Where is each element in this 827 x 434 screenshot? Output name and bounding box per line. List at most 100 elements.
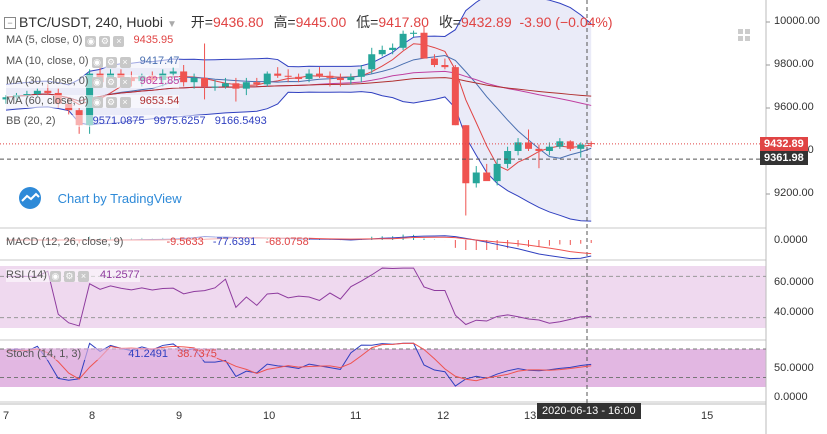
eye-icon[interactable]: ◉ [91,97,103,108]
eye-icon[interactable]: ◉ [91,77,103,88]
macd-axis-tick: 0.0000 [774,234,808,246]
collapse-icon[interactable]: − [4,17,16,29]
ma10-label: MA (10, close, 0) [6,55,89,67]
maximize-icon[interactable] [737,28,751,42]
candle-body [211,86,219,88]
x-tick: 9 [176,410,183,422]
price-tick: 9200.00 [774,187,814,199]
macd-hist-value: -9.5633 [166,236,204,248]
crosshair-price-tag: 9361.98 [760,151,808,165]
crosshair-time-tag: 2020-06-13 - 16:00 [537,403,641,419]
candle-body [263,73,271,85]
ma30-label: MA (30, close, 0) [6,75,89,87]
candle-body [33,90,41,95]
close-icon[interactable]: × [119,57,131,68]
candle-body [441,65,449,68]
candle-body [514,142,522,151]
candle-body [535,148,543,151]
low-value: 9417.80 [378,14,429,30]
x-tick: 8 [89,410,96,422]
settings-icon[interactable]: ⚙ [63,271,75,282]
candle-body [451,67,459,126]
rsi-legend[interactable]: RSI (14) ◉ ⚙ × 41.2577 [6,269,140,282]
bb-legend[interactable]: BB (20, 2) 9571.0875 9975.6257 9166.5493 [6,115,267,127]
price-tick: 9600.00 [774,101,814,113]
settings-icon[interactable]: ⚙ [105,97,117,108]
symbol-title[interactable]: BTC/USDT, 240, Huobi [19,14,163,30]
bb-basis-value: 9571.0875 [92,115,145,127]
tradingview-cloud-icon [14,186,46,210]
eye-icon[interactable]: ◉ [85,36,97,47]
close-icon[interactable]: × [113,36,125,47]
candle-body [577,144,585,149]
high-value: 9445.00 [295,14,347,30]
close-label: 收= [438,14,461,30]
ma5-legend[interactable]: MA (5, close, 0) ◉ ⚙ × 9435.95 [6,34,174,47]
rsi-axis-tick: 40.0000 [774,306,814,318]
candle-body [399,33,407,48]
candle-body [169,71,177,74]
stoch-axis-tick: 50.0000 [774,362,814,374]
candle-body [504,151,512,164]
close-icon[interactable]: × [119,77,131,88]
x-tick: 13 [524,410,537,422]
candle-body [462,125,470,184]
watermark-text: Chart by TradingView [57,191,182,206]
eye-icon[interactable]: ◉ [49,271,61,282]
candle-body [483,172,491,182]
candle-body [305,73,313,79]
stoch-label: Stoch (14, 1, 3) [6,348,82,360]
candle-body [201,77,209,87]
stoch-k-value: 41.2491 [128,348,169,360]
candle-body [410,32,418,34]
candle-body [23,94,31,96]
candle-body [190,77,198,83]
candle-body [295,76,303,79]
eye-icon[interactable]: ◉ [91,57,103,68]
settings-icon[interactable]: ⚙ [105,57,117,68]
stoch-legend[interactable]: Stoch (14, 1, 3) 41.2491 38.7375 [6,348,217,360]
ma60-value: 9653.54 [139,95,180,107]
stoch-axis-tick: 0.0000 [774,391,808,403]
low-label: 低= [356,14,379,30]
high-label: 高= [273,14,296,30]
ma60-legend[interactable]: MA (60, close, 0) ◉ ⚙ × 9653.54 [6,95,180,108]
candle-body [232,83,240,89]
candle-body [493,163,501,182]
ma10-value: 9417.47 [139,55,180,67]
candle-body [253,82,261,85]
settings-icon[interactable]: ⚙ [105,77,117,88]
ma10-legend[interactable]: MA (10, close, 0) ◉ ⚙ × 9417.47 [6,55,180,68]
candle-body [545,146,553,151]
ma30-legend[interactable]: MA (30, close, 0) ◉ ⚙ × 9621.85 [6,75,180,88]
settings-icon[interactable]: ⚙ [99,36,111,47]
chart-header: − BTC/USDT, 240, Huobi ▼ 开=9436.80 高=9445.… [4,12,613,32]
x-tick: 7 [3,410,10,422]
candle-body [347,76,355,81]
close-icon[interactable]: × [119,97,131,108]
candle-body [316,73,323,76]
macd-line-value: -77.6391 [212,236,257,248]
candle-body [336,77,344,81]
tradingview-watermark[interactable]: Chart by TradingView [14,186,182,210]
candle-body [368,54,376,70]
candle-body [566,141,574,149]
open-value: 9436.80 [212,14,264,30]
x-tick: 11 [350,410,362,422]
candle-body [180,71,188,83]
candle-body [274,73,282,76]
close-icon[interactable]: × [77,271,89,282]
symbol-dropdown-icon[interactable]: ▼ [166,19,177,30]
candle-body [472,172,480,184]
macd-legend[interactable]: MACD (12, 26, close, 9) -9.5633 -77.6391… [6,236,309,248]
x-tick: 10 [263,410,276,422]
price-tick: 9800.00 [774,58,814,70]
change-value: -3.90 (−0.04%) [519,14,613,30]
candle-body [525,142,532,149]
candle-body [378,49,386,55]
rsi-line [6,267,592,327]
stoch-d-value: 38.7375 [177,348,217,360]
candle-body [357,69,365,77]
candle-body [430,58,438,65]
